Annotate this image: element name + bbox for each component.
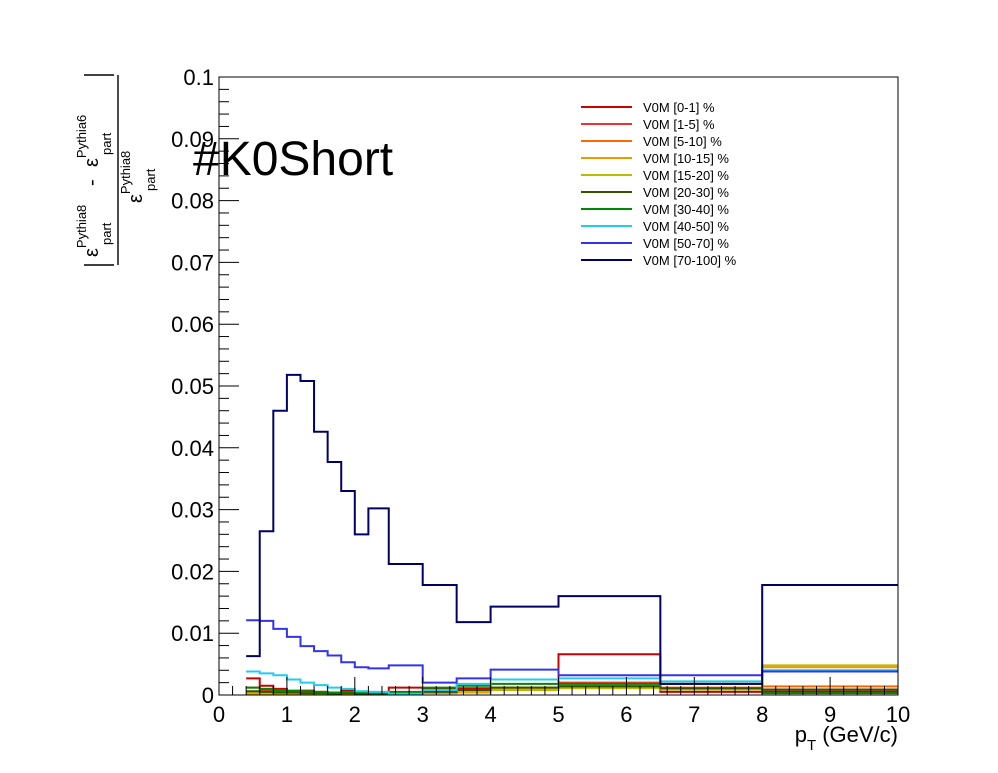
x-tick-label: 9: [824, 702, 836, 727]
x-tick-label: 2: [349, 702, 361, 727]
legend-label: V0M [5-10] %: [643, 134, 722, 149]
y-label-eps-a: ε: [81, 248, 103, 257]
y-label-sup-b: Pythia6: [74, 115, 89, 158]
y-tick-label: 0.02: [171, 559, 214, 584]
y-tick-label: 0.1: [183, 65, 214, 90]
legend-label: V0M [15-20] %: [643, 168, 729, 183]
legend-label: V0M [30-40] %: [643, 202, 729, 217]
x-tick-label: 7: [688, 702, 700, 727]
y-label-sup-a: Pythia8: [74, 205, 89, 248]
series-8-line: [246, 619, 898, 684]
y-tick-label: 0.07: [171, 250, 214, 275]
y-tick-label: 0.04: [171, 436, 214, 461]
legend-label: V0M [40-50] %: [643, 219, 729, 234]
y-tick-label: 0.01: [171, 621, 214, 646]
legend-label: V0M [1-5] %: [643, 117, 715, 132]
y-label-denominator: εPythia8: [118, 151, 147, 203]
y-label-sub-den: part: [143, 168, 158, 191]
x-tick-label: 1: [281, 702, 293, 727]
y-tick-label: 0.05: [171, 374, 214, 399]
x-axis-label-main: p: [795, 722, 807, 747]
legend-label: V0M [70-100] %: [643, 253, 737, 268]
legend: V0M [0-1] % V0M [1-5] % V0M [5-10] % V0M [1…: [581, 100, 737, 268]
x-tick-label: 0: [213, 702, 225, 727]
chart-title: #K0Short: [193, 133, 393, 186]
y-tick-label: 0.08: [171, 189, 214, 214]
legend-label: V0M [0-1] %: [643, 100, 715, 115]
x-tick-label: 3: [417, 702, 429, 727]
ticks-layer: 0 1 2 3 4 5 6 7 8 9 10 0 0.01 0.02 0.03 0.04 0.05 0.06 0.0…: [171, 65, 910, 727]
series-9-line: [246, 373, 898, 685]
y-label-numerator-b: εPythia6: [74, 115, 103, 167]
legend-label: V0M [50-70] %: [643, 236, 729, 251]
y-tick-label: 0.06: [171, 312, 214, 337]
legend-label: V0M [10-15] %: [643, 151, 729, 166]
y-tick-label: 0: [202, 683, 214, 708]
y-label-eps-b: ε: [81, 158, 103, 167]
y-tick-label: 0.03: [171, 498, 214, 523]
y-label-eps-den: ε: [125, 194, 147, 203]
x-tick-label: 10: [886, 702, 910, 727]
y-label-sub-b: part: [99, 132, 114, 155]
legend-label: V0M [20-30] %: [643, 185, 729, 200]
y-tick-label: 0.09: [171, 127, 214, 152]
x-axis-label: pT (GeV/c): [795, 722, 898, 754]
x-axis-label-sub: T: [807, 737, 816, 754]
y-label-numerator: εPythia8: [74, 205, 103, 257]
x-tick-label: 4: [484, 702, 496, 727]
y-label-sub-a: part: [99, 222, 114, 245]
y-label-sup-den: Pythia8: [118, 151, 133, 194]
y-axis-label: εPythia8 part - εPythia6 part εPythia8 p…: [74, 74, 158, 266]
x-tick-label: 5: [552, 702, 564, 727]
x-tick-label: 8: [756, 702, 768, 727]
y-label-minus: -: [81, 179, 103, 186]
x-tick-label: 6: [620, 702, 632, 727]
x-axis-label-unit: (GeV/c): [822, 722, 898, 747]
